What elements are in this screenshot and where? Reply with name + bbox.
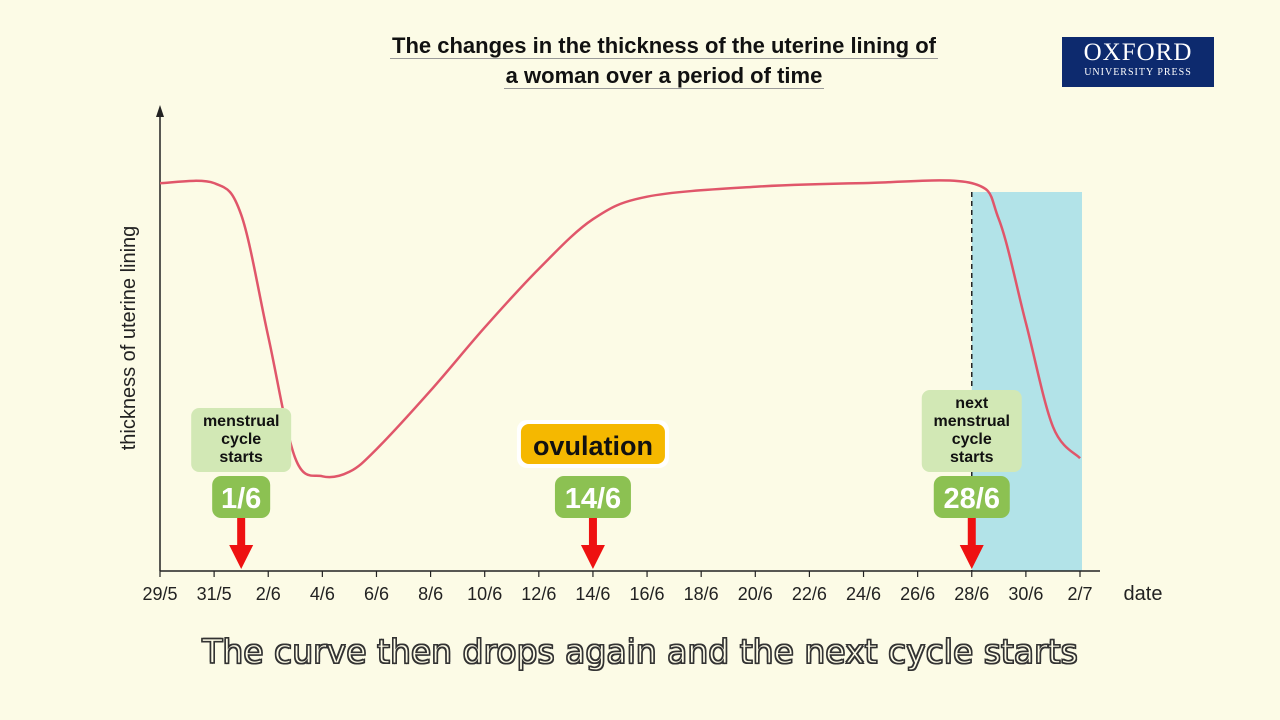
logo-main-text: OXFORD (1083, 39, 1193, 66)
marker-date-label: 28/6 (944, 483, 1000, 515)
marker-date-badge (212, 476, 271, 518)
x-tick-label: 18/6 (684, 584, 719, 604)
marker-label-text: starts (950, 449, 994, 466)
marker-label-text: cycle (952, 431, 992, 448)
logo-sub-text: UNIVERSITY PRESS (1084, 67, 1192, 78)
x-tick-label: 6/6 (364, 584, 389, 604)
x-tick-label: 10/6 (467, 584, 502, 604)
marker-date-badge (933, 476, 1010, 518)
oxford-logo: OXFORD UNIVERSITY PRESS (1062, 37, 1214, 87)
marker-label-text: menstrual (203, 413, 279, 430)
chart-title-text-2: a woman over a period of time (503, 63, 825, 89)
chart-title-text-1: The changes in the thickness of the uter… (390, 33, 938, 59)
x-tick-label: 31/5 (197, 584, 232, 604)
x-tick-label: 20/6 (738, 584, 773, 604)
marker-date-label: 1/6 (221, 483, 261, 515)
marker-label-box (191, 408, 292, 472)
x-tick-label: 29/5 (142, 584, 177, 604)
x-tick-label: 4/6 (310, 584, 335, 604)
marker-date-badge (554, 476, 631, 518)
marker-label-text: starts (219, 449, 263, 466)
x-tick-label: 14/6 (575, 584, 610, 604)
marker-label-text: menstrual (934, 413, 1010, 430)
subtitle-caption: The curve then drops again and the next … (202, 631, 1079, 671)
x-tick-label: 12/6 (521, 584, 556, 604)
marker-arrow-shaft (588, 517, 597, 547)
y-axis-label: thickness of uterine lining (118, 226, 140, 451)
chart-title-line-1: The changes in the thickness of the uter… (358, 33, 970, 59)
x-tick-label: 22/6 (792, 584, 827, 604)
marker-arrow-shaft (237, 517, 246, 547)
marker-label-text: next (955, 395, 989, 412)
x-tick-label: 2/6 (256, 584, 281, 604)
marker-arrow-head (580, 545, 605, 569)
x-tick-label: 26/6 (900, 584, 935, 604)
chart-title-line-2: a woman over a period of time (358, 63, 970, 89)
marker-date-label: 14/6 (565, 483, 621, 515)
marker-arrow-shaft (967, 517, 976, 547)
x-tick-label: 8/6 (418, 584, 443, 604)
x-tick-label: 16/6 (630, 584, 665, 604)
marker-label-box (921, 390, 1022, 472)
uterine-lining-curve (159, 179, 1081, 479)
x-tick-label: 24/6 (846, 584, 881, 604)
x-tick-label: 30/6 (1008, 584, 1043, 604)
x-axis-label: date (1124, 583, 1163, 605)
x-tick-label: 2/7 (1067, 584, 1092, 604)
y-axis-arrowhead (156, 105, 164, 117)
marker-arrow-head (229, 545, 254, 569)
x-tick-label: 28/6 (954, 584, 989, 604)
ovulation-label: ovulation (533, 431, 653, 461)
marker-arrow-head (959, 545, 984, 569)
marker-label-text: cycle (221, 431, 261, 448)
ovulation-badge (520, 424, 665, 464)
